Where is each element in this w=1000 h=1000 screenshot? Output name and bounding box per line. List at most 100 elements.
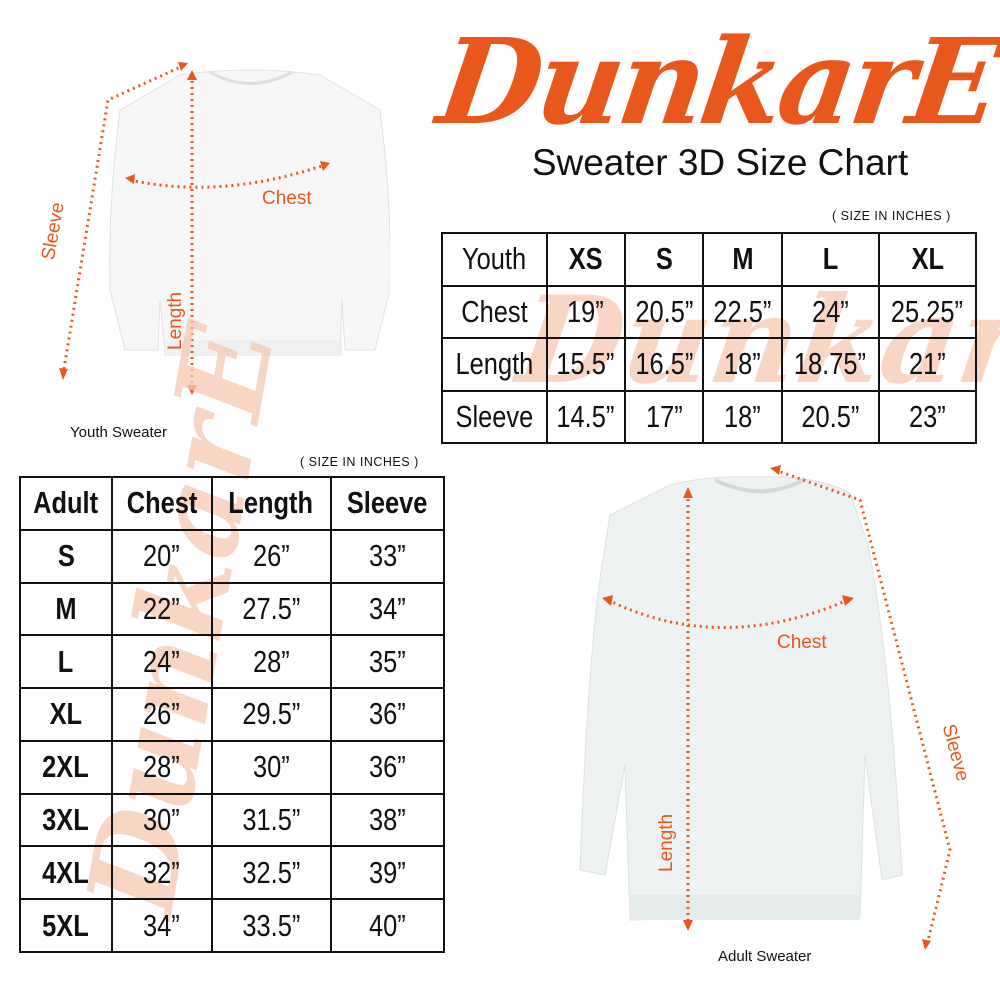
brand-logo: DunkarE [430,12,1000,151]
cell-text: 30” [143,801,181,837]
cell-text: 32” [143,854,181,890]
value-cell: 21” [877,337,978,392]
header-cell: XS [545,232,626,287]
value-cell: 32” [110,845,213,901]
value-cell: 19” [545,284,626,339]
value-cell: 29.5” [210,687,332,742]
value-cell: 30” [210,739,332,795]
value-cell: 34” [329,581,446,637]
cell-text: 34” [143,907,181,943]
value-cell: 34” [110,898,213,953]
row-label-cell: Chest [441,284,548,339]
cell-text: 17” [645,398,683,434]
adult-chest-label: Chest [777,632,827,653]
cell-text: M [55,590,77,626]
cell-text: 38” [368,801,406,837]
cell-text: 23” [909,398,946,434]
header-cell: Chest [110,476,213,531]
value-cell: 15.5” [545,337,626,392]
cell-text: XS [568,241,603,277]
cell-text: 16.5” [635,346,694,382]
cell-text: 26” [143,696,181,732]
cell-text: L [58,643,74,679]
value-cell: 28” [210,634,332,690]
cell-text: 18.75” [794,346,867,382]
cell-text: 34” [368,590,406,626]
header-cell: Length [210,476,332,531]
cell-text: 14.5” [556,398,615,434]
cell-text: S [655,241,673,277]
youth-chest-label: Chest [262,188,312,209]
row-label-cell: 2XL [19,739,113,795]
row-label-cell: M [19,581,113,637]
adult-sweater-image [579,465,952,950]
table-row: L 24” 28” 35” [19,634,446,690]
cell-text: 31.5” [242,801,301,837]
value-cell: 26” [210,528,332,584]
adult-units: ( SIZE IN INCHES ) [300,455,419,469]
cell-text: XL [911,241,944,277]
cell-text: 20.5” [801,398,860,434]
value-cell: 39” [329,845,446,901]
cell-text: 2XL [42,749,90,785]
value-cell: 38” [329,792,446,848]
cell-text: 20” [143,538,181,574]
cell-text: 22.5” [713,293,772,329]
row-label-cell: L [19,634,113,690]
value-cell: 24” [780,284,880,339]
header-cell: XL [877,232,978,287]
cell-text: M [732,241,754,277]
youth-caption: Youth Sweater [70,424,168,441]
cell-text: Length [228,485,314,521]
value-cell: 18.75” [780,337,880,392]
adult-length-label: Length [656,813,677,872]
value-cell: 18” [702,337,783,392]
value-cell: 14.5” [545,389,626,444]
cell-text: Youth [462,241,527,277]
table-row: M 22” 27.5” 34” [19,581,446,637]
value-cell: 27.5” [210,581,332,637]
cell-text: Sleeve [347,485,428,521]
table-row: Sleeve 14.5” 17” 18” 20.5” 23” [441,389,978,444]
value-cell: 35” [329,634,446,690]
cell-text: 5XL [42,907,90,943]
value-cell: 23” [877,389,978,444]
table-row: Chest 19” 20.5” 22.5” 24” 25.25” [441,284,978,339]
header-row: Youth XS S M L XL [441,232,978,287]
value-cell: 20” [110,528,213,584]
value-cell: 36” [329,739,446,795]
cell-text: XL [49,696,83,732]
value-cell: 24” [110,634,213,690]
adult-size-table: Adult Chest Length Sleeve S 20” 26” 33” M 22” 27.5… [19,476,446,953]
value-cell: 31.5” [210,792,332,848]
cell-text: 26” [252,538,290,574]
cell-text: 24” [143,643,181,679]
cell-text: 28” [143,749,181,785]
value-cell: 33.5” [210,898,332,953]
value-cell: 28” [110,739,213,795]
table-row: 5XL 34” 33.5” 40” [19,898,446,953]
youth-sweater-image [59,62,390,395]
cell-text: 39” [368,854,406,890]
value-cell: 26” [110,687,213,742]
row-label-cell: 5XL [19,898,113,953]
cell-text: 32.5” [242,854,301,890]
header-cell: Adult [19,476,113,531]
youth-units: ( SIZE IN INCHES ) [832,209,951,223]
cell-text: Chest [461,293,528,329]
cell-text: 3XL [42,801,90,837]
cell-text: 28” [252,643,290,679]
cell-text: L [822,241,839,277]
cell-text: 33” [368,538,406,574]
header-cell: M [702,232,783,287]
value-cell: 32.5” [210,845,332,901]
table-row: Length 15.5” 16.5” 18” 18.75” 21” [441,337,978,392]
youth-length-label: Length [165,291,186,350]
cell-text: 35” [368,643,406,679]
cell-text: 25.25” [891,293,964,329]
table-row: XL 26” 29.5” 36” [19,687,446,742]
cell-text: 18” [724,346,761,382]
value-cell: 30” [110,792,213,848]
cell-text: Adult [33,485,99,521]
row-label-cell: Sleeve [441,389,548,444]
